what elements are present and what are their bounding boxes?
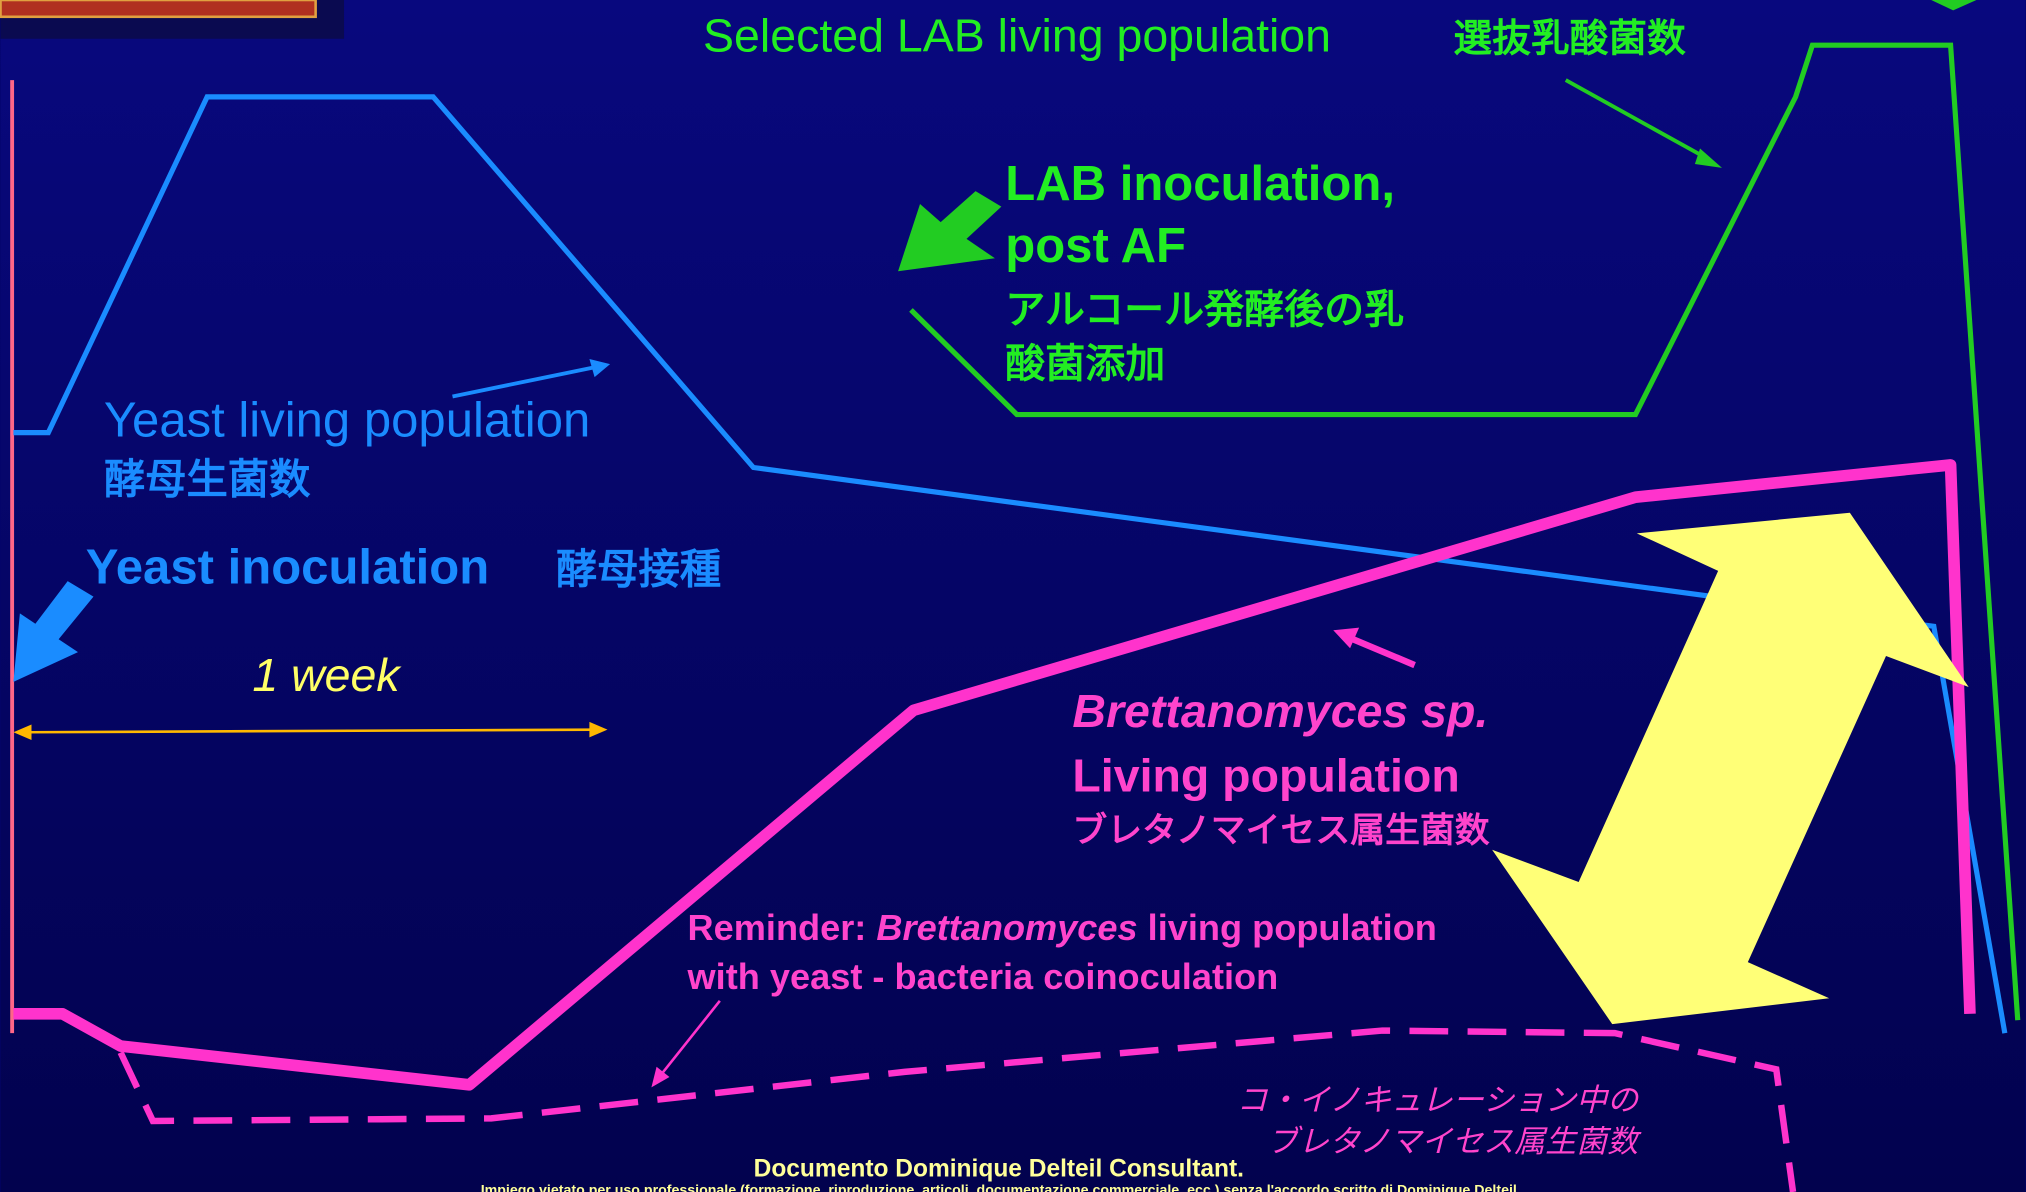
footer-notice: Impiego vietato per uso professionale (f… bbox=[481, 1183, 1517, 1192]
reminder-pointer-head bbox=[651, 1066, 670, 1088]
lab-inoculation-ja: アルコール発酵後の乳 bbox=[1005, 288, 1404, 332]
lab-inoculation-ja: 酸菌添加 bbox=[1005, 342, 1165, 386]
brett-coinoculation-curve bbox=[117, 1027, 1797, 1192]
brett-label: Living population bbox=[1072, 750, 1459, 802]
brett-curve bbox=[13, 459, 1976, 1091]
reminder-suffix: living population bbox=[1138, 907, 1437, 948]
yeast-pointer-head bbox=[589, 359, 611, 378]
lab-curve bbox=[909, 42, 2021, 1021]
footer-credit: Documento Dominique Delteil Consultant. bbox=[754, 1156, 1244, 1183]
yeast-inoculation: Yeast inoculation bbox=[86, 541, 490, 595]
yeast-pointer bbox=[452, 364, 598, 399]
week-arrow bbox=[26, 728, 592, 734]
lab-pointer bbox=[1564, 78, 1709, 161]
corner-image bbox=[0, 0, 317, 19]
lab-pointer-head bbox=[1694, 148, 1723, 168]
week-arrow-head bbox=[13, 724, 32, 740]
yeast-curve bbox=[13, 94, 2008, 1034]
yeast-label-ja: 酵母生菌数 bbox=[104, 456, 311, 502]
yeast-inoculation-ja: 酵母接種 bbox=[556, 547, 721, 593]
green-corner bbox=[1931, 0, 1977, 11]
coinoculation-ja: コ・イノキュレーション中の bbox=[1236, 1083, 1640, 1118]
lab-label: Selected LAB living population bbox=[703, 10, 1331, 62]
lab-label-ja: 選抜乳酸菌数 bbox=[1453, 18, 1686, 61]
yeast-label: Yeast living population bbox=[104, 394, 590, 448]
difference-arrow bbox=[1492, 512, 1969, 1025]
reminder: with yeast - bacteria coinoculation bbox=[687, 956, 1279, 997]
brett-pointer-head bbox=[1333, 627, 1360, 649]
lab-inoculation: post AF bbox=[1005, 219, 1186, 273]
brett-label: Brettanomyces sp. bbox=[1072, 685, 1488, 737]
coinoculation-ja: ブレタノマイセス属生菌数 bbox=[1267, 1124, 1642, 1159]
reminder: Reminder: Brettanomyces living populatio… bbox=[688, 907, 1437, 948]
brett-label-ja: ブレタノマイセス属生菌数 bbox=[1072, 810, 1489, 850]
yeast-inoculation-arrow bbox=[13, 581, 94, 682]
week-arrow-head bbox=[589, 721, 608, 738]
brett-pointer bbox=[1348, 634, 1416, 669]
reminder-italic: Brettanomyces bbox=[876, 907, 1137, 948]
lab-inoculation: LAB inoculation, bbox=[1005, 157, 1395, 211]
reminder-pointer bbox=[658, 1000, 721, 1078]
duration-label: 1 week bbox=[252, 649, 402, 701]
reminder-prefix: Reminder: bbox=[688, 907, 877, 948]
lab-inoculation-arrow bbox=[898, 191, 1002, 272]
